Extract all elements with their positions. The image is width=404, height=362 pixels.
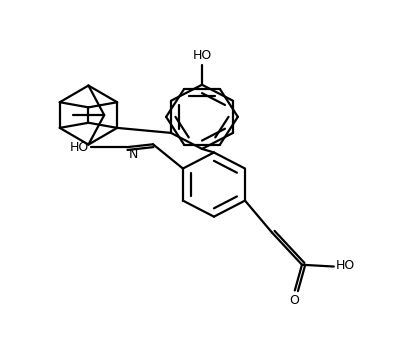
Text: O: O bbox=[289, 294, 299, 307]
Text: HO: HO bbox=[336, 259, 355, 272]
Text: HO: HO bbox=[192, 49, 212, 62]
Text: N: N bbox=[129, 148, 139, 161]
Text: HO: HO bbox=[70, 141, 89, 153]
